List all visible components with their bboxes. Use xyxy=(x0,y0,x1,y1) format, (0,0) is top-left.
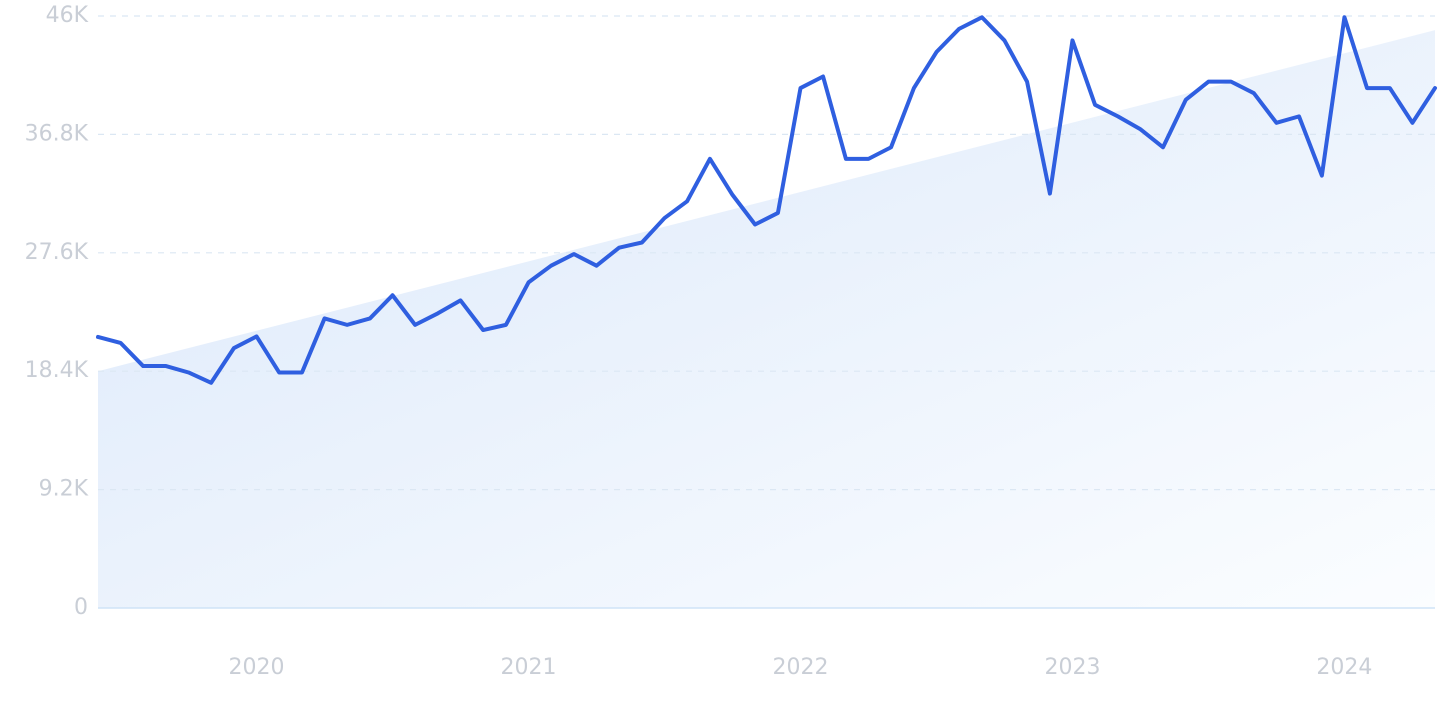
x-tick-label: 2024 xyxy=(1316,655,1372,680)
y-tick-label: 18.4K xyxy=(25,358,89,383)
y-tick-label: 46K xyxy=(46,3,89,28)
y-tick-label: 36.8K xyxy=(25,121,89,146)
x-tick-label: 2023 xyxy=(1044,655,1100,680)
y-tick-label: 27.6K xyxy=(25,240,89,265)
x-tick-label: 2022 xyxy=(772,655,828,680)
line xyxy=(96,15,1437,385)
x-tick-label: 2020 xyxy=(229,655,285,680)
x-tick-label: 2021 xyxy=(501,655,557,680)
y-tick-label: 9.2K xyxy=(39,477,89,502)
trend-area xyxy=(98,30,1435,609)
y-tick-label: 0 xyxy=(74,595,88,620)
